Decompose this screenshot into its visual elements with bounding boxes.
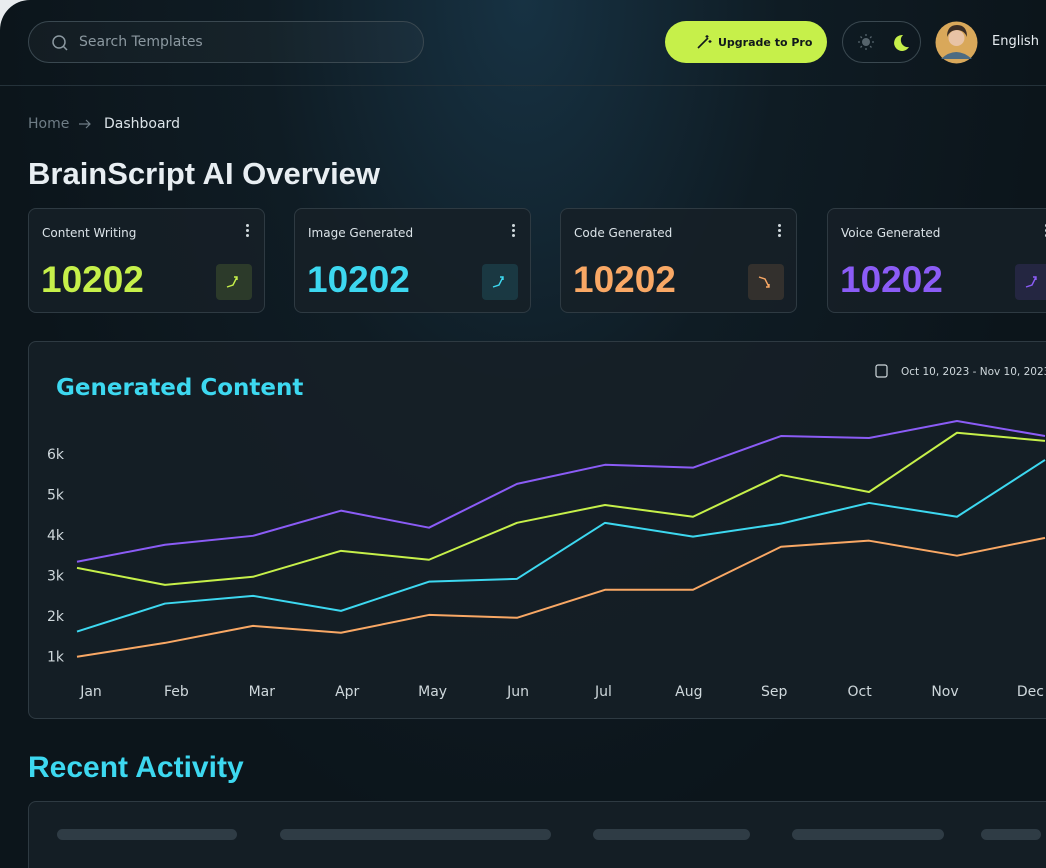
breadcrumb-link[interactable]: Home xyxy=(28,116,70,132)
x-tick-label: Nov xyxy=(931,684,958,700)
menu-dots[interactable] xyxy=(512,224,515,239)
breadcrumb-arrow xyxy=(79,119,91,129)
stat-label: Content Writing xyxy=(42,226,137,240)
breadcrumb-current: Dashboard xyxy=(104,116,180,132)
trend-icon xyxy=(758,276,770,288)
trend-icon xyxy=(1025,276,1037,288)
skeleton xyxy=(280,829,551,840)
stat-value: 10202 xyxy=(573,259,676,300)
upgrade-button[interactable]: Upgrade to Pro xyxy=(665,21,827,63)
trend-arrow xyxy=(1025,276,1037,288)
skeleton xyxy=(57,829,237,840)
date-range: Oct 10, 2023 - Nov 10, 2023 xyxy=(901,366,1046,378)
y-tick-label: 2k xyxy=(47,609,65,625)
stat-value: 10202 xyxy=(41,259,144,300)
x-tick-label: Dec xyxy=(1017,684,1044,700)
stat-value: 10202 xyxy=(840,259,943,300)
trend-badge xyxy=(216,264,252,300)
series-line xyxy=(76,536,1046,658)
y-tick-label: 4k xyxy=(47,528,65,544)
x-tick-label: May xyxy=(418,684,447,700)
skeleton xyxy=(593,829,750,840)
skeleton xyxy=(981,829,1041,840)
x-tick-label: Apr xyxy=(335,684,359,700)
series-line xyxy=(76,419,1046,563)
y-tick-label: 3k xyxy=(47,569,65,585)
trend-badge xyxy=(748,264,784,300)
stat-label: Voice Generated xyxy=(841,226,941,240)
stat-card: Image Generated 10202 xyxy=(294,208,531,313)
trend-icon xyxy=(492,276,504,288)
series-line xyxy=(76,459,1046,633)
stat-card: Content Writing 10202 xyxy=(28,208,265,313)
x-tick-label: Jun xyxy=(506,684,529,700)
upgrade-label: Upgrade to Pro xyxy=(718,36,813,49)
x-tick-label: Aug xyxy=(675,684,702,700)
language[interactable]: English xyxy=(992,34,1039,49)
wand-icon xyxy=(697,35,712,49)
search-placeholder: Search Templates xyxy=(79,34,203,50)
trend-arrow xyxy=(492,276,504,288)
trend-arrow xyxy=(758,276,770,288)
stat-label: Code Generated xyxy=(574,226,673,240)
theme-icons xyxy=(858,34,909,51)
calendar-icon xyxy=(875,364,888,378)
trend-icon xyxy=(226,276,238,288)
section-title: Recent Activity xyxy=(28,751,244,784)
skeleton xyxy=(792,829,944,840)
avatar[interactable] xyxy=(935,21,978,64)
stat-label: Image Generated xyxy=(308,226,414,240)
x-tick-label: Mar xyxy=(249,684,276,700)
search-box[interactable]: Search Templates xyxy=(28,21,424,63)
header-divider xyxy=(0,85,1046,86)
chart-card xyxy=(28,341,1046,719)
stat-card: Code Generated 10202 xyxy=(560,208,797,313)
search-icon xyxy=(52,35,68,51)
page-title: BrainScript AI Overview xyxy=(28,156,381,191)
x-tick-label: Sep xyxy=(761,684,788,700)
trend-badge xyxy=(482,264,518,300)
trend-arrow xyxy=(226,276,238,288)
series-line xyxy=(76,431,1046,586)
theme-toggle[interactable] xyxy=(842,21,921,63)
y-tick-label: 6k xyxy=(47,447,65,463)
x-tick-label: Jul xyxy=(594,684,612,700)
x-tick-label: Feb xyxy=(164,684,189,700)
x-tick-label: Oct xyxy=(847,684,872,700)
stat-card: Voice Generated 10202 xyxy=(827,208,1046,313)
x-tick-label: Jan xyxy=(79,684,102,700)
trend-badge xyxy=(1015,264,1046,300)
y-tick-label: 5k xyxy=(47,487,65,503)
menu-dots[interactable] xyxy=(246,224,249,239)
menu-dots[interactable] xyxy=(778,224,781,239)
activity-table xyxy=(28,801,1046,868)
chart-title: Generated Content xyxy=(56,375,303,401)
stat-value: 10202 xyxy=(307,259,410,300)
y-tick-label: 1k xyxy=(47,650,65,666)
